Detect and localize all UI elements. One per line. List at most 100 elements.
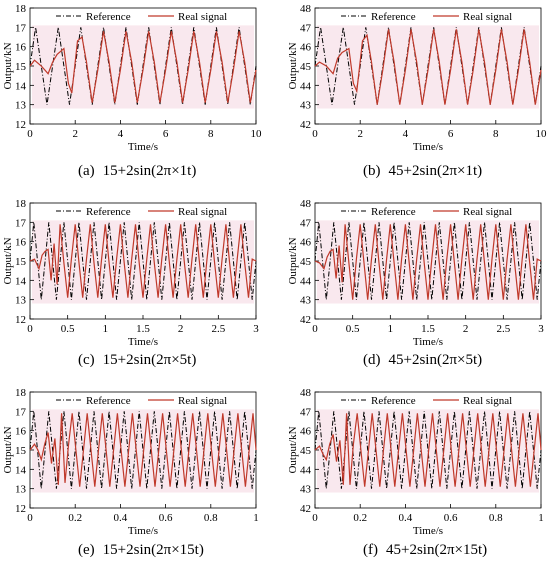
y-tick-label: 48: [300, 3, 312, 15]
panel-caption: (c) 15+2sin(2π×5t): [78, 352, 196, 369]
reference-series-line: [314, 222, 542, 300]
y-tick-label: 18: [15, 387, 27, 399]
legend-real-label: Real signal: [463, 395, 512, 407]
legend-real-label: Real signal: [178, 206, 227, 218]
y-tick-label: 16: [15, 237, 27, 249]
real-signal-series-line: [29, 31, 257, 103]
y-axis-title: Output/kN: [2, 426, 14, 473]
x-tick-label: 1: [388, 323, 394, 335]
x-tick-label: 3: [253, 323, 259, 335]
panel-caption: (b) 45+2sin(2π×1t): [363, 163, 482, 180]
y-tick-label: 47: [300, 22, 312, 34]
x-tick-label: 0.8: [204, 512, 218, 524]
x-tick-label: 2.5: [496, 323, 510, 335]
x-tick-label: 2: [357, 128, 363, 140]
panel-letter: (b): [363, 163, 381, 179]
reference-series-line: [314, 411, 542, 489]
x-tick-label: 8: [208, 128, 214, 140]
y-axis-title: Output/kN: [2, 237, 14, 284]
x-axis-title: Time/s: [128, 525, 158, 537]
legend-real-label: Real signal: [178, 395, 227, 407]
panel-letter: (e): [78, 542, 95, 558]
reference-series-line: [29, 411, 257, 489]
x-axis-title: Time/s: [128, 141, 158, 153]
panel-formula: 15+2sin(2π×5t): [102, 352, 197, 368]
legend-real-label: Real signal: [463, 11, 512, 23]
y-tick-label: 43: [300, 100, 312, 112]
x-axis-title: Time/s: [413, 525, 443, 537]
y-tick-label: 15: [15, 61, 27, 73]
legend-reference-label: Reference: [86, 11, 131, 23]
x-axis-title: Time/s: [128, 336, 158, 348]
x-tick-label: 4: [118, 128, 124, 140]
x-tick-label: 10: [536, 128, 548, 140]
x-tick-label: 0: [312, 128, 318, 140]
y-tick-label: 12: [15, 314, 26, 326]
x-tick-label: 10: [251, 128, 263, 140]
x-tick-label: 0.6: [444, 512, 458, 524]
panel-formula: 15+2sin(2π×1t): [102, 163, 197, 179]
panel-formula: 45+2sin(2π×5t): [388, 352, 483, 368]
y-tick-label: 46: [300, 42, 312, 54]
x-tick-label: 0.4: [114, 512, 128, 524]
real-signal-series-line: [29, 224, 257, 298]
chart-panel-1: 12 13 14 15 16 17 18 0 2 4 6 8 10 Time/s Output/kN Refe…: [2, 3, 263, 153]
real-signal-series-line: [314, 224, 542, 300]
y-tick-label: 17: [15, 217, 27, 229]
y-tick-label: 12: [15, 503, 26, 515]
y-tick-label: 45: [300, 61, 312, 73]
y-tick-label: 12: [15, 119, 26, 131]
y-tick-label: 45: [300, 256, 312, 268]
x-tick-label: 2: [178, 323, 184, 335]
y-tick-label: 16: [15, 426, 27, 438]
x-axis-title: Time/s: [413, 336, 443, 348]
y-tick-label: 45: [300, 445, 312, 457]
chart-panel-5: 12 13 14 15 16 17 18 0 0.2 0.4 0.6 0.8 1 Time/s Output…: [2, 387, 259, 537]
reference-series-line: [29, 222, 257, 300]
x-tick-label: 1.5: [421, 323, 435, 335]
y-tick-label: 48: [300, 198, 312, 210]
y-tick-label: 42: [300, 119, 311, 131]
y-axis-title: Output/kN: [287, 42, 299, 89]
y-tick-label: 18: [15, 3, 27, 15]
x-tick-label: 3: [538, 323, 544, 335]
y-tick-label: 15: [15, 445, 27, 457]
legend-reference-label: Reference: [86, 206, 131, 218]
y-tick-label: 46: [300, 237, 312, 249]
panel-formula: 45+2sin(2π×1t): [388, 163, 483, 179]
panel-caption: (d) 45+2sin(2π×5t): [363, 352, 482, 369]
y-tick-label: 17: [15, 22, 27, 34]
x-tick-label: 1: [253, 512, 259, 524]
x-tick-label: 6: [163, 128, 169, 140]
x-tick-label: 0.8: [489, 512, 503, 524]
x-tick-label: 0: [27, 323, 33, 335]
legend-real-label: Real signal: [178, 11, 227, 23]
x-tick-label: 2: [72, 128, 78, 140]
y-tick-label: 13: [15, 295, 27, 307]
panel-formula: 45+2sin(2π×15t): [386, 542, 488, 558]
x-tick-label: 0.5: [346, 323, 360, 335]
y-tick-label: 48: [300, 387, 312, 399]
y-tick-label: 42: [300, 314, 311, 326]
legend-reference-label: Reference: [371, 11, 416, 23]
legend-real-label: Real signal: [463, 206, 512, 218]
panel-caption: (f) 45+2sin(2π×15t): [363, 542, 487, 559]
y-tick-label: 16: [15, 42, 27, 54]
x-tick-label: 0: [312, 512, 318, 524]
x-tick-label: 0: [27, 512, 33, 524]
y-axis-title: Output/kN: [2, 42, 14, 89]
y-tick-label: 43: [300, 295, 312, 307]
panel-caption: (e) 15+2sin(2π×15t): [78, 542, 204, 559]
panel-letter: (d): [363, 352, 381, 368]
legend-reference-label: Reference: [371, 395, 416, 407]
x-tick-label: 8: [493, 128, 499, 140]
y-tick-label: 14: [15, 80, 27, 92]
x-tick-label: 1.5: [136, 323, 150, 335]
legend-reference-label: Reference: [371, 206, 416, 218]
x-axis-title: Time/s: [413, 141, 443, 153]
y-tick-label: 14: [15, 464, 27, 476]
y-tick-label: 44: [300, 275, 312, 287]
x-tick-label: 0.4: [399, 512, 413, 524]
